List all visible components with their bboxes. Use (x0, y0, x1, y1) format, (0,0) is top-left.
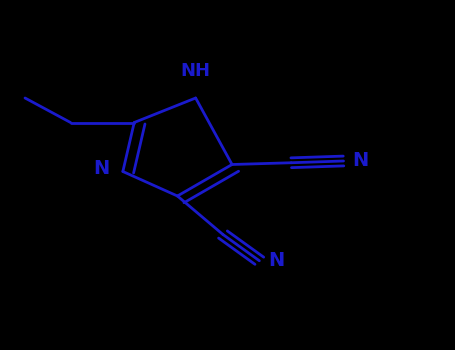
Text: N: N (353, 152, 369, 170)
Text: N: N (93, 159, 109, 177)
Text: N: N (268, 251, 285, 270)
Text: NH: NH (181, 63, 211, 80)
